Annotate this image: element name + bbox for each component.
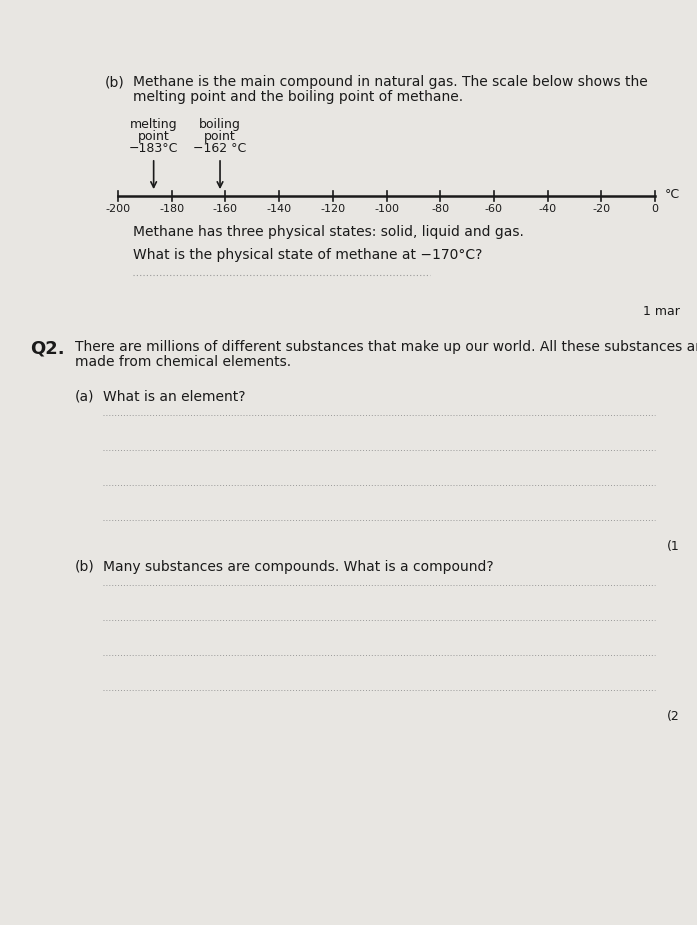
Text: 1 mar: 1 mar [643, 305, 680, 318]
Text: -80: -80 [431, 204, 450, 214]
Text: (a): (a) [75, 390, 95, 404]
Text: (2: (2 [667, 710, 680, 723]
Text: melting point and the boiling point of methane.: melting point and the boiling point of m… [133, 90, 463, 104]
Text: -200: -200 [105, 204, 130, 214]
Text: What is the physical state of methane at −170°C?: What is the physical state of methane at… [133, 248, 482, 262]
Text: °C: °C [665, 188, 680, 201]
Text: -180: -180 [159, 204, 184, 214]
Text: point: point [204, 130, 236, 143]
Text: -20: -20 [592, 204, 611, 214]
Text: Methane has three physical states: solid, liquid and gas.: Methane has three physical states: solid… [133, 225, 524, 239]
Text: 0: 0 [652, 204, 659, 214]
Text: (1: (1 [667, 540, 680, 553]
Text: -140: -140 [266, 204, 291, 214]
Text: -160: -160 [213, 204, 238, 214]
Text: melting: melting [130, 118, 178, 131]
Text: boiling: boiling [199, 118, 241, 131]
Text: -100: -100 [374, 204, 399, 214]
Text: Many substances are compounds. What is a compound?: Many substances are compounds. What is a… [103, 560, 493, 574]
Text: point: point [138, 130, 169, 143]
Text: There are millions of different substances that make up our world. All these sub: There are millions of different substanc… [75, 340, 697, 354]
Text: (b): (b) [105, 75, 125, 89]
Text: What is an element?: What is an element? [103, 390, 245, 404]
Text: Q2.: Q2. [30, 340, 65, 358]
Text: -40: -40 [539, 204, 557, 214]
Text: −183°C: −183°C [129, 142, 178, 155]
Text: made from chemical elements.: made from chemical elements. [75, 355, 291, 369]
Text: (b): (b) [75, 560, 95, 574]
Text: -60: -60 [485, 204, 503, 214]
Text: -120: -120 [320, 204, 345, 214]
Text: −162 °C: −162 °C [193, 142, 247, 155]
Text: Methane is the main compound in natural gas. The scale below shows the: Methane is the main compound in natural … [133, 75, 648, 89]
